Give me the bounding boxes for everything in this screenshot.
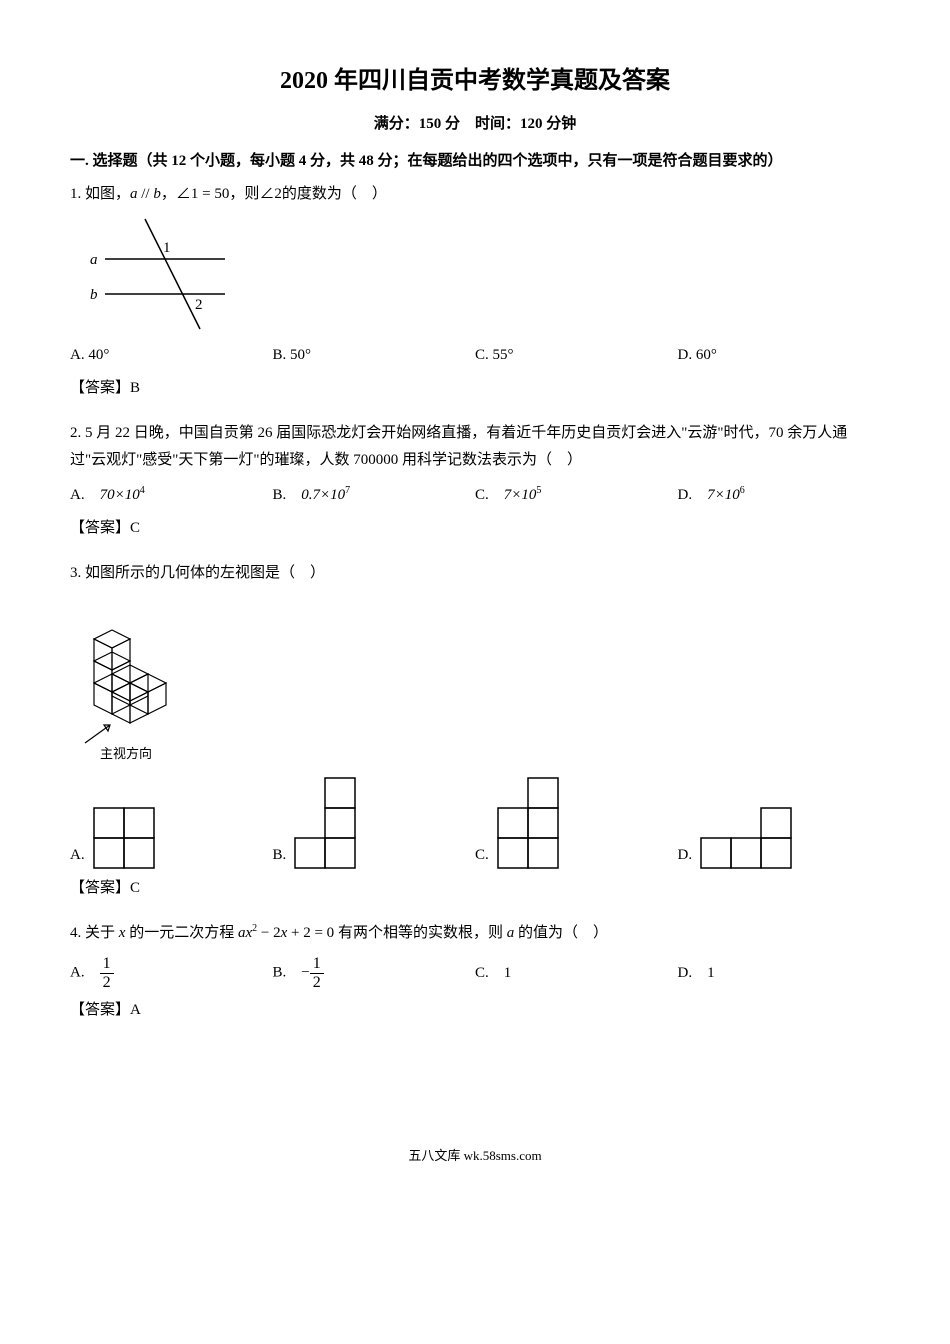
q4-t4: 的值为（ ）	[514, 925, 608, 941]
q4-stem: 4. 关于 x 的一元二次方程 ax2 − 2x + 2 = 0 有两个相等的实…	[70, 920, 880, 947]
q2-c-exp: 5	[536, 485, 541, 496]
subtitle: 满分：150 分 时间：120 分钟	[70, 111, 880, 138]
q1-t1: 1. 如图，	[70, 186, 130, 202]
q2-options: A. 70×104 B. 0.7×107 C. 7×105 D. 7×106	[70, 482, 880, 509]
q2-c-pre: C.	[475, 487, 504, 503]
q1-t7: 的度数为（ ）	[282, 186, 387, 202]
q4-c-pre: C.	[475, 965, 504, 981]
q3-opt-c: C.	[475, 777, 678, 869]
q2-a-exp: 4	[140, 485, 145, 496]
q1-b: b	[153, 186, 161, 202]
q4-t1: 4. 关于	[70, 925, 119, 941]
svg-text:b: b	[90, 287, 98, 303]
q2-b-exp: 7	[345, 485, 350, 496]
q2-opt-a: A. 70×104	[70, 482, 273, 509]
q4-d-val: 1	[707, 965, 715, 981]
q4-options: A. 12 B. −12 C. 1 D. 1	[70, 955, 880, 991]
q4-c-val: 1	[504, 965, 512, 981]
q3-answer: 【答案】C	[70, 875, 880, 902]
q4-a-label: A.	[70, 965, 85, 981]
svg-text:主视方向: 主视方向	[100, 746, 152, 761]
q4-b-neg: −	[301, 965, 309, 981]
q3-opt-d: D.	[678, 807, 881, 869]
q4-opt-b: B. −12	[273, 955, 476, 991]
q2-a-pre: A.	[70, 487, 100, 503]
q1-angle2: ∠2	[259, 186, 282, 202]
q2-b-base: 0.7×10	[301, 487, 345, 503]
q1-t2: //	[138, 186, 154, 202]
q4-eq-mid: − 2	[257, 925, 280, 941]
svg-text:2: 2	[195, 297, 203, 313]
q2-d-exp: 6	[740, 485, 745, 496]
footer: 五八文库 wk.58sms.com	[70, 1144, 880, 1167]
q1-angle1: ∠1 = 50	[176, 186, 229, 202]
q3-opt-a: A.	[70, 807, 273, 869]
q2-d-base: 7×10	[707, 487, 740, 503]
q1-stem: 1. 如图，a // b，∠1 = 50，则∠2的度数为（ ）	[70, 181, 880, 208]
q2-d-pre: D.	[678, 487, 708, 503]
q4-t3: 有两个相等的实数根，则	[334, 925, 507, 941]
q4-b-num: 1	[310, 955, 324, 974]
svg-text:1: 1	[163, 240, 171, 256]
q3-stem: 3. 如图所示的几何体的左视图是（ ）	[70, 560, 880, 587]
q3-figure: 主视方向	[70, 593, 880, 763]
q2-opt-d: D. 7×106	[678, 482, 881, 509]
q1-opt-c: C. 55°	[475, 342, 678, 369]
q4-a-den: 2	[100, 974, 114, 992]
q4-b-label: B.	[273, 965, 287, 981]
section-1-head: 一. 选择题（共 12 个小题，每小题 4 分，共 48 分；在每题给出的四个选…	[70, 148, 880, 175]
q3-b-label: B.	[273, 842, 287, 869]
q1-a: a	[130, 186, 138, 202]
q4-a-num: 1	[100, 955, 114, 974]
q2-answer: 【答案】C	[70, 515, 880, 542]
page-title: 2020 年四川自贡中考数学真题及答案	[70, 60, 880, 103]
q2-opt-c: C. 7×105	[475, 482, 678, 509]
q3-a-label: A.	[70, 842, 85, 869]
q2-opt-b: B. 0.7×107	[273, 482, 476, 509]
q4-eq-tail: + 2 = 0	[287, 925, 334, 941]
q1-opt-a: A. 40°	[70, 342, 273, 369]
q4-answer: 【答案】A	[70, 997, 880, 1024]
q2-a-base: 70×10	[100, 487, 140, 503]
q4-t2: 的一元二次方程	[125, 925, 238, 941]
q4-b-den: 2	[310, 974, 324, 992]
q4-opt-a: A. 12	[70, 955, 273, 991]
q2-c-base: 7×10	[504, 487, 537, 503]
q1-opt-b: B. 50°	[273, 342, 476, 369]
q2-stem: 2. 5 月 22 日晚，中国自贡第 26 届国际恐龙灯会开始网络直播，有着近千…	[70, 420, 880, 474]
q4-opt-c: C. 1	[475, 960, 678, 987]
q1-figure: a b 1 2	[70, 214, 880, 334]
q3-opt-b: B.	[273, 777, 476, 869]
q1-opt-d: D. 60°	[678, 342, 881, 369]
q1-t5: ，则	[229, 186, 259, 202]
q1-t3: ，	[161, 186, 176, 202]
q3-c-label: C.	[475, 842, 489, 869]
q3-d-label: D.	[678, 842, 693, 869]
q4-opt-d: D. 1	[678, 960, 881, 987]
svg-text:a: a	[90, 252, 98, 268]
q4-d-pre: D.	[678, 965, 708, 981]
q2-b-pre: B.	[273, 487, 302, 503]
q1-options: A. 40° B. 50° C. 55° D. 60°	[70, 342, 880, 369]
q1-answer: 【答案】B	[70, 375, 880, 402]
q3-options: A. B. C. D.	[70, 777, 880, 869]
